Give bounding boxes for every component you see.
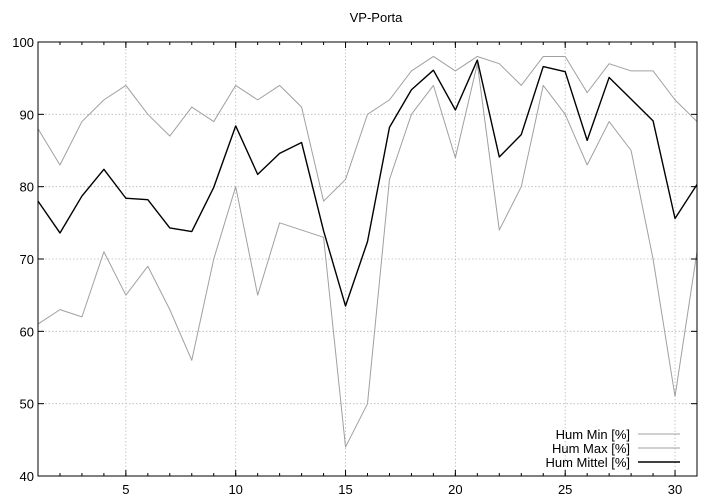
series-line-3 (37, 59, 698, 307)
legend-label: Hum Mittel [%] (545, 455, 630, 470)
series-line-2 (37, 55, 698, 202)
legend: Hum Min [%]Hum Max [%]Hum Mittel [%] (545, 427, 680, 470)
chart-title: VP-Porta (350, 10, 404, 25)
y-tick-label: 50 (20, 397, 34, 412)
legend-label: Hum Max [%] (552, 441, 630, 456)
legend-label: Hum Min [%] (556, 427, 630, 442)
x-tick-label: 25 (558, 482, 572, 497)
y-tick-label: 100 (12, 35, 34, 50)
series-group (37, 55, 698, 448)
x-tick-label: 10 (228, 482, 242, 497)
x-tick-label: 30 (668, 482, 682, 497)
x-tick-label: 20 (448, 482, 462, 497)
y-tick-label: 70 (20, 252, 34, 267)
y-tick-label: 90 (20, 107, 34, 122)
x-tick-label: 15 (338, 482, 352, 497)
axis-ticks: 40 50 60 70 80 90 100 5 10 15 20 25 30 (12, 35, 698, 497)
x-tick-label: 5 (122, 482, 129, 497)
y-tick-label: 80 (20, 180, 34, 195)
series-line-1 (37, 63, 698, 448)
y-tick-label: 60 (20, 324, 34, 339)
y-tick-label: 40 (20, 469, 34, 484)
